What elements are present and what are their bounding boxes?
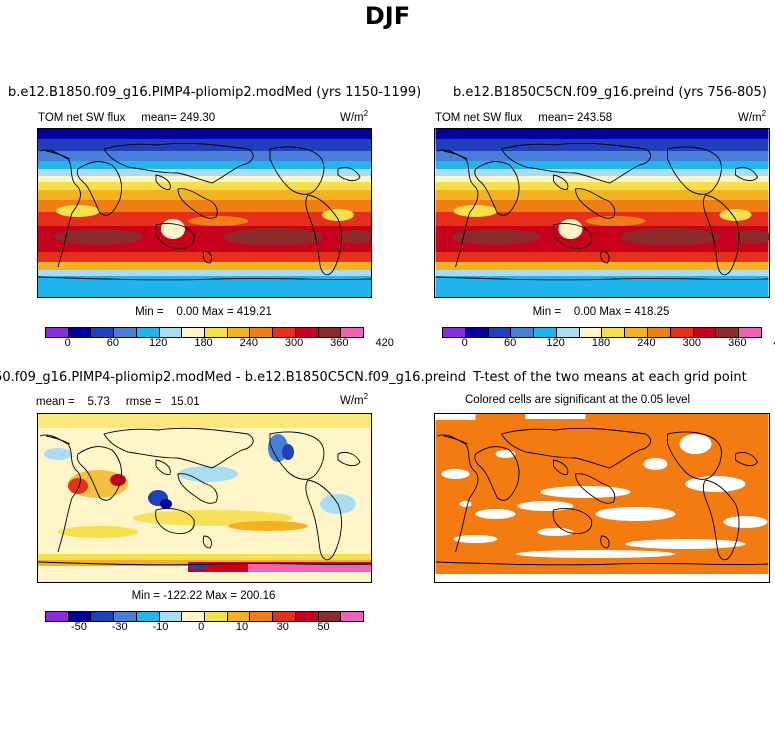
colorbar-swatch <box>182 328 206 337</box>
colorbar-swatch <box>46 612 69 621</box>
panel-1-map <box>37 128 372 298</box>
panel-3-title-clip: b.e12.B1850.f09_g16.PIMP4-pliomip2.modMe… <box>0 370 466 388</box>
colorbar-tick-label: 300 <box>682 337 702 349</box>
panel-1-units: W/m2 <box>340 109 369 124</box>
colorbar-swatch <box>250 328 274 337</box>
colorbar-tick-label: 10 <box>235 621 249 633</box>
colorbar-tick-label: 30 <box>276 621 289 633</box>
colorbar-swatch <box>341 328 364 337</box>
colorbar-swatch <box>556 328 580 337</box>
panel-3-units: W/m2 <box>340 392 369 407</box>
colorbar-swatch <box>159 328 183 337</box>
colorbar-swatch <box>295 328 319 337</box>
colorbar-swatch <box>295 612 319 621</box>
colorbar-swatch <box>46 328 69 337</box>
colorbar-swatch <box>273 328 296 337</box>
colorbar-tick-label: 60 <box>504 337 517 349</box>
colorbar-tick-label: 120 <box>149 337 168 349</box>
colorbar-swatch <box>488 328 512 337</box>
panel-2-minmax: Min = 0.00 Max = 418.25 <box>532 306 670 318</box>
colorbar-tick-label: 240 <box>637 337 656 349</box>
colorbar-swatch <box>205 612 228 621</box>
figure-title: DJF <box>364 2 411 30</box>
panel-1-minmax: Min = 0.00 Max = 419.21 <box>135 306 272 318</box>
colorbar-tick-label: 360 <box>330 337 349 349</box>
colorbar-swatch <box>205 328 228 337</box>
colorbar-tick-label: 300 <box>284 337 304 349</box>
panel-2-map <box>434 128 770 298</box>
panel-3-minmax: Min = -122.22 Max = 200.16 <box>131 590 276 602</box>
colorbar-tick-label: 240 <box>239 337 258 349</box>
colorbar-swatch <box>670 328 694 337</box>
colorbar-swatch <box>68 328 92 337</box>
colorbar-tick-label: -30 <box>111 621 128 633</box>
colorbar-swatch <box>227 612 251 621</box>
colorbar-swatch <box>227 328 251 337</box>
colorbar-tick-label: -50 <box>71 621 87 633</box>
panel-3-subtitle: mean = 5.73 rmse = 15.01 <box>36 396 200 408</box>
colorbar-swatch <box>68 612 92 621</box>
colorbar-tick-label: 0 <box>198 621 205 633</box>
colorbar-tick-label: -10 <box>152 621 169 633</box>
colorbar-swatch <box>716 328 740 337</box>
panel-1-title: b.e12.B1850.f09_g16.PIMP4-pliomip2.modMe… <box>8 85 422 100</box>
colorbar-tick-label: 0 <box>461 337 468 349</box>
colorbar-swatch <box>114 328 137 337</box>
colorbar-swatch <box>602 328 626 337</box>
panel-4-title: T-test of the two means at each grid poi… <box>473 370 747 385</box>
panel-3-colorbar-ticks: -50 -30 -10 0 10 30 50 <box>45 621 362 637</box>
panel-2-title: b.e12.B1850C5CN.f09_g16.preind (yrs 756-… <box>453 85 767 100</box>
colorbar-swatch <box>693 328 717 337</box>
colorbar-tick-label: 50 <box>317 621 330 633</box>
panel-3-colorbar <box>45 611 364 622</box>
colorbar-tick-label: 180 <box>591 337 611 349</box>
panel-2-units: W/m2 <box>738 109 767 124</box>
panel-3-title: b.e12.B1850.f09_g16.PIMP4-pliomip2.modMe… <box>0 370 466 385</box>
colorbar-swatch <box>136 328 160 337</box>
colorbar-swatch <box>159 612 183 621</box>
colorbar-swatch <box>114 612 137 621</box>
panel-4-subtitle: Colored cells are significant at the 0.0… <box>465 394 691 406</box>
colorbar-swatch <box>465 328 489 337</box>
panel-2-colorbar <box>442 327 762 338</box>
colorbar-swatch <box>443 328 466 337</box>
colorbar-swatch <box>648 328 671 337</box>
panel-2-subtitle: TOM net SW flux mean= 243.58 <box>435 112 613 124</box>
colorbar-swatch <box>91 328 115 337</box>
panel-3-map <box>37 413 372 583</box>
colorbar-swatch <box>511 328 535 337</box>
colorbar-tick-label: 120 <box>546 337 565 349</box>
colorbar-swatch <box>250 612 274 621</box>
colorbar-swatch <box>579 328 603 337</box>
panel-2-colorbar-ticks: 0 60 120 180 240 300 360 420 <box>442 337 775 353</box>
colorbar-swatch <box>273 612 296 621</box>
colorbar-swatch <box>318 612 342 621</box>
panel-1-colorbar-ticks: 0 60 120 180 240 300 360 420 <box>45 337 394 353</box>
colorbar-tick-label: 420 <box>375 337 394 349</box>
colorbar-tick-label: 180 <box>194 337 213 349</box>
colorbar-swatch <box>534 328 557 337</box>
colorbar-tick-label: 420 <box>774 337 775 349</box>
colorbar-swatch <box>318 328 342 337</box>
colorbar-swatch <box>739 328 761 337</box>
colorbar-swatch <box>182 612 206 621</box>
colorbar-swatch <box>91 612 115 621</box>
panel-1-subtitle: TOM net SW flux mean= 249.30 <box>38 112 216 124</box>
panel-4-map <box>434 413 770 583</box>
colorbar-tick-label: 0 <box>64 337 71 349</box>
colorbar-tick-label: 60 <box>106 337 120 349</box>
colorbar-tick-label: 360 <box>728 337 747 349</box>
colorbar-swatch <box>136 612 160 621</box>
panel-1-colorbar <box>45 327 364 338</box>
colorbar-swatch <box>625 328 649 337</box>
colorbar-swatch <box>341 612 364 621</box>
